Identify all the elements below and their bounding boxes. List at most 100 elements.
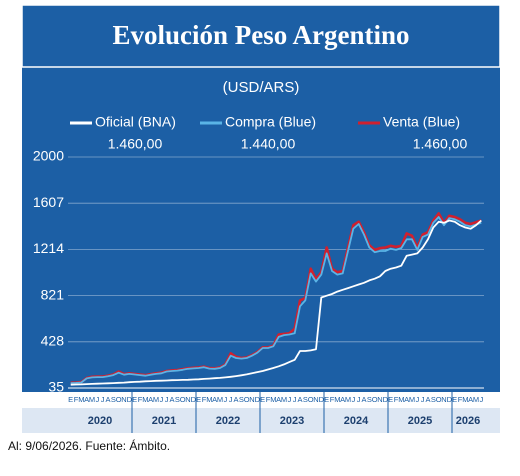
x-tick-label: O xyxy=(436,395,442,404)
x-tick-label: E xyxy=(452,395,457,404)
y-tick-label: 35 xyxy=(48,379,64,395)
year-label: 2020 xyxy=(88,415,112,427)
x-tick-label: S xyxy=(239,395,244,404)
x-tick-label: O xyxy=(116,395,122,404)
x-tick-label: J xyxy=(357,395,361,404)
year-label: 2023 xyxy=(280,415,304,427)
legend-value: 1.440,00 xyxy=(241,136,296,152)
x-tick-label: J xyxy=(229,395,233,404)
x-tick-label: O xyxy=(372,395,378,404)
x-tick-label: N xyxy=(185,395,190,404)
year-label: 2022 xyxy=(216,415,240,427)
x-tick-label: M xyxy=(398,395,404,404)
x-tick-label: M xyxy=(78,395,84,404)
x-tick-label: D xyxy=(383,395,389,404)
x-tick-label: F xyxy=(202,395,207,404)
x-tick-label: N xyxy=(441,395,446,404)
x-tick-label: D xyxy=(127,395,133,404)
x-tick-label: F xyxy=(330,395,335,404)
x-tick-label: A xyxy=(84,395,89,404)
x-tick-label: A xyxy=(361,395,366,404)
x-tick-label: A xyxy=(404,395,409,404)
x-tick-label: S xyxy=(111,395,116,404)
x-tick-label: N xyxy=(249,395,254,404)
footer: Al: 9/06/2026. Fuente: Ámbito. xyxy=(8,438,170,453)
x-tick-label: N xyxy=(377,395,382,404)
x-tick-label: F xyxy=(394,395,399,404)
year-label: 2026 xyxy=(456,415,480,427)
x-tick-label: M xyxy=(153,395,159,404)
x-tick-label: M xyxy=(270,395,276,404)
x-tick-label: D xyxy=(255,395,261,404)
x-tick-label: S xyxy=(367,395,372,404)
x-tick-label: M xyxy=(409,395,415,404)
year-label: 2021 xyxy=(152,415,176,427)
x-tick-label: M xyxy=(345,395,351,404)
x-tick-label: J xyxy=(159,395,163,404)
legend-value: 1.460,00 xyxy=(108,136,163,152)
x-tick-label: D xyxy=(447,395,453,404)
x-tick-label: J xyxy=(165,395,169,404)
x-tick-label: J xyxy=(351,395,355,404)
x-tick-label: F xyxy=(266,395,271,404)
x-tick-label: S xyxy=(431,395,436,404)
x-tick-label: E xyxy=(260,395,265,404)
year-label: 2024 xyxy=(344,415,369,427)
x-tick-label: F xyxy=(74,395,79,404)
x-tick-label: J xyxy=(101,395,105,404)
x-tick-label: A xyxy=(212,395,217,404)
series-line xyxy=(70,216,482,384)
x-tick-label: A xyxy=(297,395,302,404)
x-tick-label: S xyxy=(303,395,308,404)
x-tick-label: M xyxy=(281,395,287,404)
x-tick-label: J xyxy=(415,395,419,404)
x-tick-label: O xyxy=(244,395,250,404)
legend-label: Venta (Blue) xyxy=(383,114,460,130)
x-tick-label: E xyxy=(132,395,137,404)
x-tick-label: A xyxy=(233,395,238,404)
title-box xyxy=(21,4,501,68)
x-tick-label: A xyxy=(169,395,174,404)
x-tick-label: O xyxy=(308,395,314,404)
x-tick-label: E xyxy=(388,395,393,404)
x-tick-label: J xyxy=(293,395,297,404)
y-tick-label: 1607 xyxy=(33,194,64,210)
x-tick-label: J xyxy=(223,395,227,404)
x-tick-label: M xyxy=(473,395,479,404)
y-tick-label: 1214 xyxy=(33,240,64,256)
x-tick-label: F xyxy=(458,395,463,404)
x-tick-label: A xyxy=(276,395,281,404)
x-tick-label: A xyxy=(148,395,153,404)
x-tick-label: A xyxy=(105,395,110,404)
y-tick-label: 428 xyxy=(41,333,65,349)
x-tick-label: D xyxy=(191,395,197,404)
x-tick-label: A xyxy=(425,395,430,404)
x-tick-label: M xyxy=(462,395,468,404)
x-tick-label: J xyxy=(479,395,483,404)
year-strip xyxy=(22,408,500,433)
x-tick-label: J xyxy=(95,395,99,404)
x-tick-label: J xyxy=(421,395,425,404)
x-tick-label: O xyxy=(180,395,186,404)
x-tick-label: M xyxy=(217,395,223,404)
x-tick-label: A xyxy=(468,395,473,404)
month-strip xyxy=(22,392,500,408)
x-tick-label: F xyxy=(138,395,143,404)
x-tick-label: M xyxy=(334,395,340,404)
x-tick-label: A xyxy=(340,395,345,404)
x-tick-label: N xyxy=(121,395,126,404)
x-tick-label: E xyxy=(196,395,201,404)
series-line xyxy=(70,219,482,386)
x-tick-label: M xyxy=(142,395,148,404)
x-tick-label: M xyxy=(89,395,95,404)
chart-title: Evolución Peso Argentino xyxy=(112,20,409,50)
x-tick-label: J xyxy=(287,395,291,404)
year-label: 2025 xyxy=(408,415,432,427)
x-tick-label: S xyxy=(175,395,180,404)
y-tick-label: 2000 xyxy=(33,148,64,164)
subtitle: (USD/ARS) xyxy=(223,79,300,96)
legend-value: 1.460,00 xyxy=(413,136,468,152)
x-tick-label: D xyxy=(319,395,325,404)
legend-label: Oficial (BNA) xyxy=(95,114,176,130)
